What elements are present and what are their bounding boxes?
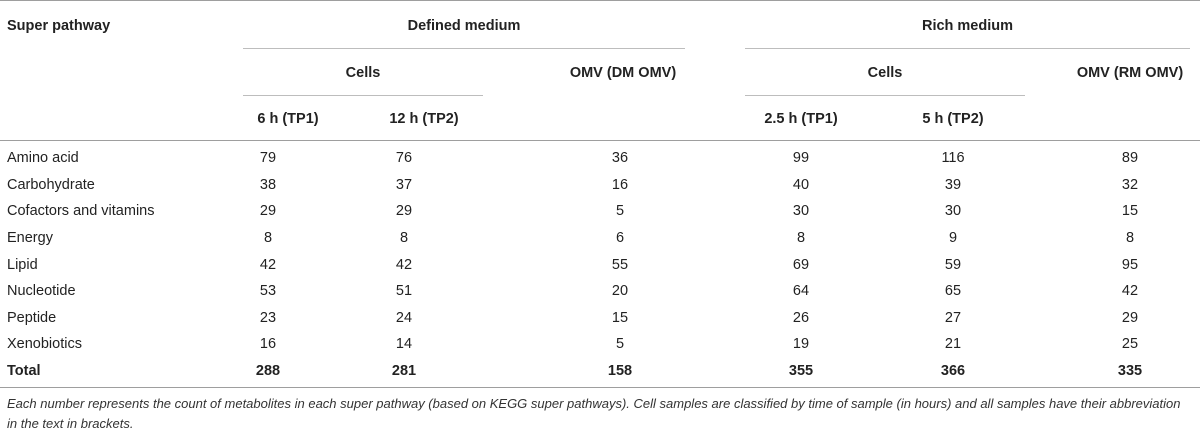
- total-cell: 366: [940, 363, 966, 379]
- table-cell: 23: [259, 310, 277, 326]
- table-cell: 37: [395, 177, 413, 193]
- table-cell: 21: [944, 336, 962, 352]
- table-cell: 76: [395, 150, 413, 166]
- header-super-pathway: Super pathway: [7, 18, 111, 34]
- table-footnote: Each number represents the count of meta…: [7, 396, 1181, 431]
- table-cell: 42: [395, 257, 413, 273]
- table-cell: 116: [941, 150, 965, 166]
- bottom-rule: [0, 387, 1200, 388]
- table-cell: 15: [1121, 203, 1139, 219]
- table-cell: 20: [611, 283, 629, 299]
- table-cell: 42: [1121, 283, 1139, 299]
- table-cell: 14: [395, 336, 413, 352]
- table-cell: 8: [796, 230, 806, 246]
- table-cell: 8: [399, 230, 409, 246]
- header-rich-medium: Rich medium: [921, 18, 1014, 34]
- table-cell: 42: [259, 257, 277, 273]
- table-cell: 24: [395, 310, 413, 326]
- total-cell: 158: [607, 363, 633, 379]
- table-cell: 36: [611, 150, 629, 166]
- table-cell: 69: [792, 257, 810, 273]
- table-cell: 39: [944, 177, 962, 193]
- table-cell: 64: [792, 283, 810, 299]
- header-omv-dm: OMV (DM OMV): [569, 65, 677, 81]
- row-label: Energy: [7, 230, 53, 246]
- header-omv-rm: OMV (RM OMV): [1076, 65, 1184, 81]
- header-tp-dm1: 6 h (TP1): [257, 111, 319, 127]
- table-cell: 89: [1121, 150, 1139, 166]
- table-cell: 29: [1121, 310, 1139, 326]
- row-label: Peptide: [7, 310, 57, 326]
- table-cell: 65: [944, 283, 962, 299]
- table-cell: 16: [259, 336, 277, 352]
- table-cell: 5: [615, 203, 625, 219]
- defined-medium-underline: [243, 48, 685, 49]
- table-cell: 8: [1125, 230, 1135, 246]
- header-cells-dm: Cells: [345, 65, 381, 81]
- table-cell: 30: [792, 203, 810, 219]
- total-label: Total: [7, 363, 41, 379]
- total-cell: 288: [255, 363, 281, 379]
- table-cell: 5: [615, 336, 625, 352]
- row-label: Xenobiotics: [7, 336, 82, 352]
- row-label: Carbohydrate: [7, 177, 95, 193]
- table-cell: 30: [944, 203, 962, 219]
- table-cell: 40: [792, 177, 810, 193]
- table-cell: 55: [611, 257, 629, 273]
- top-rule: [0, 0, 1200, 1]
- total-cell: 335: [1117, 363, 1143, 379]
- table-cell: 29: [259, 203, 277, 219]
- row-label: Cofactors and vitamins: [7, 203, 155, 219]
- table-cell: 99: [792, 150, 810, 166]
- total-cell: 355: [788, 363, 814, 379]
- table-cell: 51: [395, 283, 413, 299]
- table-cell: 16: [611, 177, 629, 193]
- cells-dm-underline: [243, 95, 483, 96]
- row-label: Lipid: [7, 257, 38, 273]
- row-label: Amino acid: [7, 150, 79, 166]
- table-cell: 59: [944, 257, 962, 273]
- table-cell: 32: [1121, 177, 1139, 193]
- header-defined-medium: Defined medium: [407, 18, 521, 34]
- table-cell: 19: [792, 336, 810, 352]
- rich-medium-underline: [745, 48, 1190, 49]
- table-cell: 95: [1121, 257, 1139, 273]
- table-cell: 29: [395, 203, 413, 219]
- table-cell: 25: [1121, 336, 1139, 352]
- header-rule: [0, 140, 1200, 141]
- table-cell: 53: [259, 283, 277, 299]
- row-label: Nucleotide: [7, 283, 76, 299]
- total-cell: 281: [391, 363, 417, 379]
- table-cell: 26: [792, 310, 810, 326]
- table-cell: 9: [948, 230, 958, 246]
- table-cell: 15: [611, 310, 629, 326]
- header-tp-rm1: 2.5 h (TP1): [764, 111, 838, 127]
- table-cell: 38: [259, 177, 277, 193]
- table-cell: 8: [263, 230, 273, 246]
- table-cell: 79: [259, 150, 277, 166]
- cells-rm-underline: [745, 95, 1025, 96]
- table-cell: 27: [944, 310, 962, 326]
- header-cells-rm: Cells: [867, 65, 903, 81]
- header-tp-rm2: 5 h (TP2): [922, 111, 984, 127]
- table-cell: 6: [615, 230, 625, 246]
- header-tp-dm2: 12 h (TP2): [389, 111, 459, 127]
